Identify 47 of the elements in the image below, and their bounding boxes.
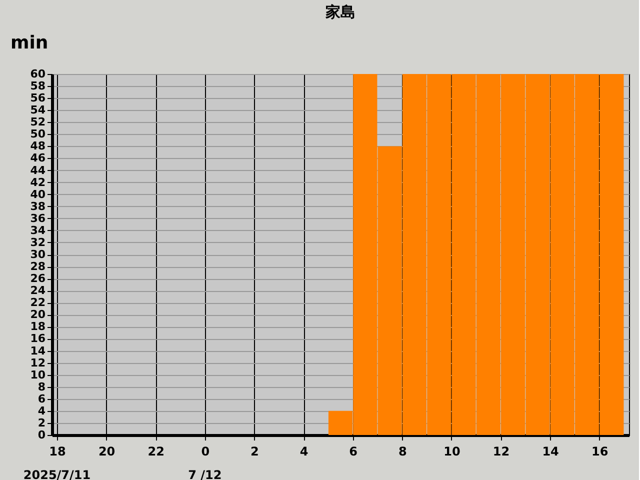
y-tick-label: 56 (30, 92, 46, 105)
text: 7 /12 (188, 468, 222, 480)
y-tick-label: 54 (30, 104, 46, 117)
y-tick-label: 20 (30, 308, 46, 322)
text: 2025/7/11 (23, 468, 91, 480)
y-tick-label: 60 (30, 68, 46, 80)
y-tick-label: 46 (30, 152, 46, 165)
y-tick-label: 0 (38, 428, 46, 442)
y-tick-label: 4 (38, 404, 46, 418)
x-tick-label: 22 (148, 444, 164, 458)
y-tick-label: 18 (30, 320, 46, 334)
y-tick-label: 22 (30, 296, 46, 310)
x-tick-label: 8 (398, 444, 407, 458)
y-tick-label: 26 (30, 272, 46, 286)
y-tick-label: 10 (30, 368, 46, 382)
x-tick-label: 20 (98, 444, 116, 458)
y-tick-label: 36 (30, 212, 46, 225)
x-tick-label: 4 (300, 444, 308, 458)
y-tick-label: 28 (30, 260, 46, 274)
y-tick-label: 6 (38, 392, 46, 406)
chart-title: 家島 (324, 3, 356, 21)
y-tick-label: 52 (30, 116, 46, 129)
y-tick-label: 24 (30, 284, 46, 298)
y-tick-label: 50 (30, 128, 46, 141)
x-tick-label: 14 (542, 444, 559, 458)
y-tick-label: 42 (30, 176, 46, 189)
x-tick-label: 10 (444, 444, 460, 458)
x-tick-label: 6 (349, 444, 358, 458)
y-tick-label: 58 (30, 80, 46, 93)
y-tick-label: 8 (38, 380, 46, 394)
y-tick-label: 40 (30, 188, 46, 201)
y-tick-label: 16 (30, 332, 46, 346)
x-tick-label: 18 (49, 444, 66, 458)
y-tick-label: 2 (38, 416, 46, 430)
y-axis-title: min (10, 32, 48, 54)
y-tick-label: 12 (30, 356, 46, 370)
y-tick-label: 30 (30, 248, 46, 261)
x-tick-label: 0 (201, 444, 210, 458)
y-tick-label: 32 (30, 236, 46, 249)
y-tick-label: 44 (30, 164, 46, 177)
x-tick-label: 12 (492, 444, 510, 458)
x-tick-label: 2 (250, 444, 259, 458)
y-tick-label: 48 (30, 140, 46, 153)
x-tick-label: 16 (591, 444, 608, 458)
y-tick-label: 38 (30, 200, 46, 213)
y-tick-label: 14 (30, 344, 46, 358)
y-tick-label: 34 (30, 224, 46, 237)
